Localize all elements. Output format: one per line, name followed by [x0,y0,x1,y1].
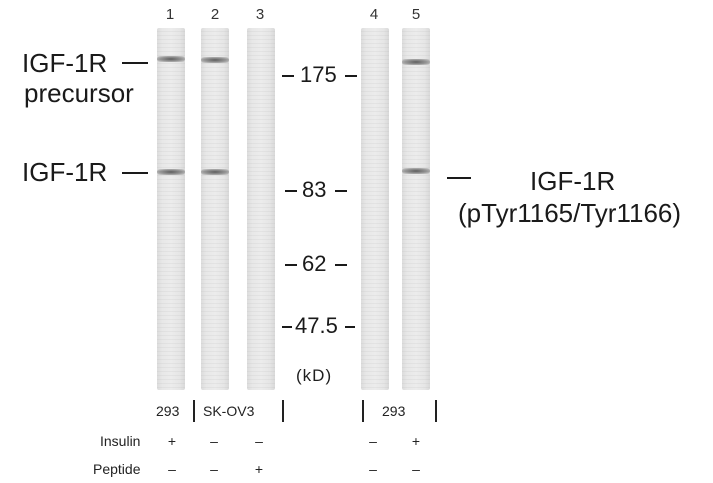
cell-line-separator [362,400,364,422]
marker-tick-right-175 [345,75,357,77]
band-precursor [157,56,185,62]
marker-175: 175 [300,62,337,87]
label-igf1r-precursor-line1: IGF-1R [22,48,108,78]
lane-number-5: 5 [411,6,421,23]
band-precursor [402,59,430,65]
pointer-precursor [122,62,148,64]
peptide-lane-5: – [412,461,420,477]
row-label-peptide: Peptide [93,461,141,477]
band-mature [157,169,185,175]
band-mature [402,168,430,174]
label-igf1r-precursor-line2: precursor [24,78,134,108]
blot-lane-3 [247,28,275,390]
pointer-mature [122,172,148,174]
marker-tick-left-47 [282,326,292,328]
marker-tick-left-175 [282,75,294,77]
lane-number-2: 2 [210,6,220,23]
cell-line-293-right: 293 [382,403,406,419]
peptide-lane-1: – [168,461,176,477]
label-igf1r-phospho-line2: (pTyr1165/Tyr1166) [458,198,682,228]
label-igf1r-mature: IGF-1R [22,157,108,187]
peptide-lane-4: – [369,461,377,477]
marker-tick-right-62 [335,264,347,266]
cell-line-separator [193,400,195,422]
peptide-lane-3: + [254,461,264,477]
marker-tick-left-62 [285,264,297,266]
blot-lane-5 [402,28,430,390]
insulin-lane-1: + [167,433,177,449]
lane-number-4: 4 [369,6,379,23]
blot-lane-2 [201,28,229,390]
marker-unit: (kD) [296,366,333,385]
marker-tick-right-83 [335,190,347,192]
blot-lane-4 [361,28,389,390]
marker-47-5: 47.5 [295,313,338,338]
row-label-insulin: Insulin [100,433,141,449]
band-precursor [201,57,229,63]
lane-number-1: 1 [165,6,175,23]
marker-83: 83 [302,177,327,202]
insulin-lane-3: – [255,433,263,449]
cell-line-293-left: 293 [156,403,180,419]
cell-line-separator [435,400,437,422]
label-igf1r-phospho-line1: IGF-1R [530,166,616,196]
peptide-lane-2: – [210,461,218,477]
marker-tick-left-83 [285,190,297,192]
band-mature [201,169,229,175]
insulin-lane-2: – [210,433,218,449]
blot-lane-1 [157,28,185,390]
cell-line-sk-ov3: SK-OV3 [203,403,255,419]
insulin-lane-5: + [411,433,421,449]
marker-62: 62 [302,251,327,276]
insulin-lane-4: – [369,433,377,449]
pointer-phospho [447,177,471,179]
marker-tick-right-47 [345,326,355,328]
cell-line-separator [282,400,284,422]
lane-number-3: 3 [255,6,265,23]
